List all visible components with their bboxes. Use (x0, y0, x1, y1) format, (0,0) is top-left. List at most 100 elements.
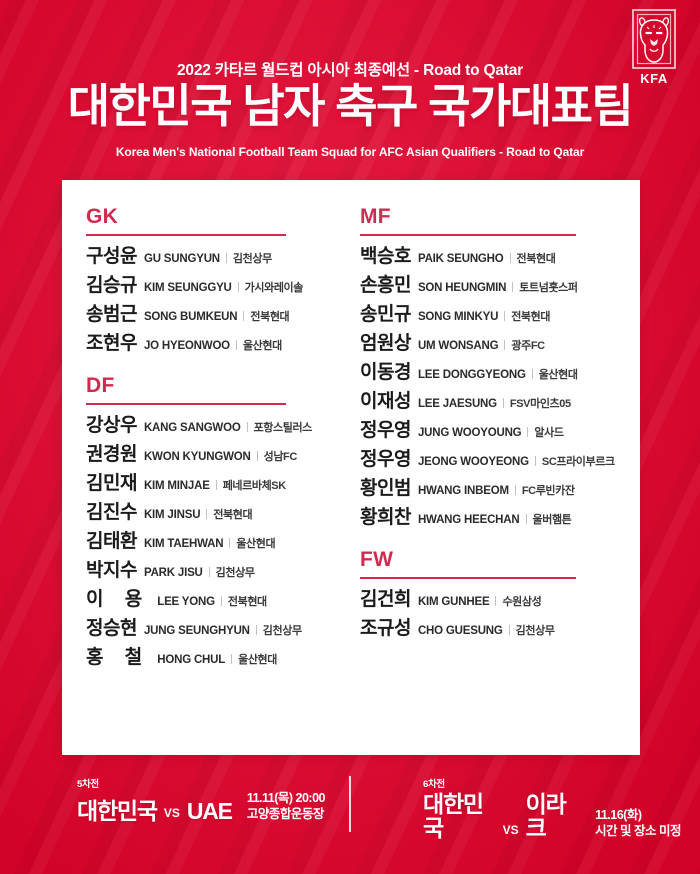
player-name-kr: 조규성 (360, 618, 411, 639)
player-club: 울산현대 (538, 369, 578, 381)
player-row: 홍 철 HONG CHUL 울산현대 (86, 642, 340, 671)
player-club: 울산현대 (242, 340, 282, 352)
player-name-kr: 손흥민 (360, 275, 411, 296)
section-rule-gk (86, 234, 286, 236)
player-name-en: KANG SANGWOO (143, 422, 241, 434)
player-row: 엄원상 UM WONSANG 광주FC (360, 328, 640, 357)
field-separator (504, 311, 506, 321)
player-row: 이 용 LEE YONG 전북현대 (86, 584, 340, 613)
player-club: 전북현대 (227, 596, 267, 608)
player-row: 김승규 KIM SEUNGGYU 가시와레이솔 (86, 270, 340, 299)
fixture-card: 6차전 대한민국 VS 이라크 11.16(화) 시간 및 장소 미정 (351, 760, 681, 840)
player-name-kr: 김승규 (86, 275, 137, 296)
player-name-kr: 정우영 (360, 449, 411, 470)
player-name-kr: 황인범 (360, 478, 411, 499)
player-row: 정승현 JUNG SEUNGHYUN 김천상무 (86, 613, 340, 642)
player-name-en: HWANG INBEOM (417, 485, 509, 497)
field-separator (215, 480, 217, 490)
player-name-en: KIM SEUNGGYU (143, 282, 232, 294)
player-row: 황인범 HWANG INBEOM FC루빈카잔 (360, 473, 640, 502)
player-name-en: LEE YONG (157, 596, 215, 608)
player-club: 성남FC (263, 451, 298, 463)
player-club: 가시와레이솔 (244, 282, 304, 294)
player-name-en: SONG BUMKEUN (143, 311, 238, 323)
player-club: 전북현대 (213, 509, 253, 521)
player-name-kr: 송민규 (360, 304, 411, 325)
section-fw: FW 김건희 KIM GUNHEE 수원삼성 조규성 CHO GUESUNG 김… (360, 549, 640, 642)
player-club: 김천상무 (262, 625, 302, 637)
player-row: 김진수 KIM JINSU 전북현대 (86, 497, 340, 526)
player-row: 송민규 SONG MINKYU 전북현대 (360, 299, 640, 328)
player-name-en: KIM GUNHEE (417, 596, 490, 608)
field-separator (255, 625, 257, 635)
player-row: 황희찬 HWANG HEECHAN 울버햄튼 (360, 502, 640, 531)
fixtures-footer: 5차전 대한민국 VS UAE 11.11(목) 20:00 고양종합운동장 6… (0, 760, 700, 874)
section-rule-mf (360, 234, 576, 236)
player-club: FC루빈카잔 (521, 485, 575, 497)
fixture-leg-label: 5차전 (77, 779, 99, 790)
player-row: 손흥민 SON HEUNGMIN 토트넘훗스퍼 (360, 270, 640, 299)
kfa-tiger-crest-icon (632, 9, 676, 69)
fixture-when: 11.11(목) 20:00 고양종합운동장 (247, 791, 326, 822)
player-row: 정우영 JUNG WOOYOUNG 알사드 (360, 415, 640, 444)
player-club: 전북현대 (250, 311, 290, 323)
player-name-en: KIM MINJAE (143, 480, 210, 492)
player-name-kr: 이동경 (360, 362, 411, 383)
player-name-en: HONG CHUL (157, 654, 226, 666)
subtitle-english: Korea Men's National Football Team Squad… (115, 145, 585, 159)
player-club: 토트넘훗스퍼 (519, 282, 578, 294)
field-separator (235, 340, 237, 350)
player-name-kr: 김민재 (86, 473, 137, 494)
player-row: 구성윤 GU SUNGYUN 김천상무 (86, 241, 340, 270)
player-club: 포항스틸러스 (253, 422, 313, 434)
fixture-leg-label: 6차전 (423, 779, 445, 790)
field-separator (231, 654, 233, 664)
roster-column-left: GK 구성윤 GU SUNGYUN 김천상무 김승규 KIM SEUNGGYU … (62, 180, 340, 755)
player-name-kr: 정우영 (360, 420, 411, 441)
fixture-away-team: 이라크 (525, 791, 567, 842)
player-row: 이동경 LEE DONGGYEONG 울산현대 (360, 357, 640, 386)
player-club: 알사드 (534, 427, 564, 439)
player-club: 울산현대 (236, 538, 276, 550)
poster-header: KFA 2022 카타르 월드컵 아시아 최종예선 - Road to Qata… (0, 0, 700, 180)
player-name-en: JO HYEONWOO (143, 340, 230, 352)
player-row: 조규성 CHO GUESUNG 김천상무 (360, 613, 640, 642)
player-club: 페네르바체SK (222, 480, 286, 492)
player-club: 울산현대 (238, 654, 277, 666)
player-club: 광주FC (511, 340, 545, 352)
roster-column-right: MF 백승호 PAIK SEUNGHO 전북현대 손흥민 SON HEUNGMI… (340, 180, 640, 755)
player-row: 정우영 JEONG WOOYEONG SC프라이부르크 (360, 444, 640, 473)
player-name-kr: 이재성 (360, 391, 411, 412)
player-name-kr: 김진수 (86, 502, 137, 523)
player-club: 김천상무 (515, 625, 555, 637)
fixture-card: 5차전 대한민국 VS UAE 11.11(목) 20:00 고양종합운동장 (19, 760, 349, 823)
field-separator (508, 625, 510, 635)
kfa-logo: KFA (626, 8, 682, 85)
player-name-kr: 이 용 (86, 589, 151, 610)
field-separator (531, 369, 533, 379)
roster-card: GK 구성윤 GU SUNGYUN 김천상무 김승규 KIM SEUNGGYU … (62, 180, 640, 755)
field-separator (534, 456, 536, 466)
section-rule-fw (360, 577, 576, 579)
player-name-en: JUNG WOOYOUNG (417, 427, 522, 439)
field-separator (527, 427, 529, 437)
field-separator (229, 538, 231, 548)
player-name-en: JEONG WOOYEONG (417, 456, 529, 468)
player-name-kr: 김태환 (86, 531, 137, 552)
player-club: 김천상무 (232, 253, 272, 265)
field-separator (514, 485, 516, 495)
tournament-kicker: 2022 카타르 월드컵 아시아 최종예선 - Road to Qatar (177, 62, 523, 79)
field-separator (246, 422, 248, 432)
player-club: 전북현대 (511, 311, 551, 323)
fixture-match-line: 대한민국 VS 이라크 11.16(화) 시간 및 장소 미정 (423, 792, 681, 840)
player-row: 김태환 KIM TAEHWAN 울산현대 (86, 526, 340, 555)
player-row: 조현우 JO HYEONWOO 울산현대 (86, 328, 340, 357)
player-club: 수원삼성 (502, 596, 542, 608)
fixture-home-team: 대한민국 (77, 798, 158, 825)
fixture-away-team: UAE (186, 798, 233, 825)
field-separator (206, 509, 208, 519)
player-club: 전북현대 (516, 253, 556, 265)
section-gk: GK 구성윤 GU SUNGYUN 김천상무 김승규 KIM SEUNGGYU … (86, 206, 340, 357)
player-name-kr: 홍 철 (86, 647, 151, 668)
field-separator (525, 514, 527, 524)
